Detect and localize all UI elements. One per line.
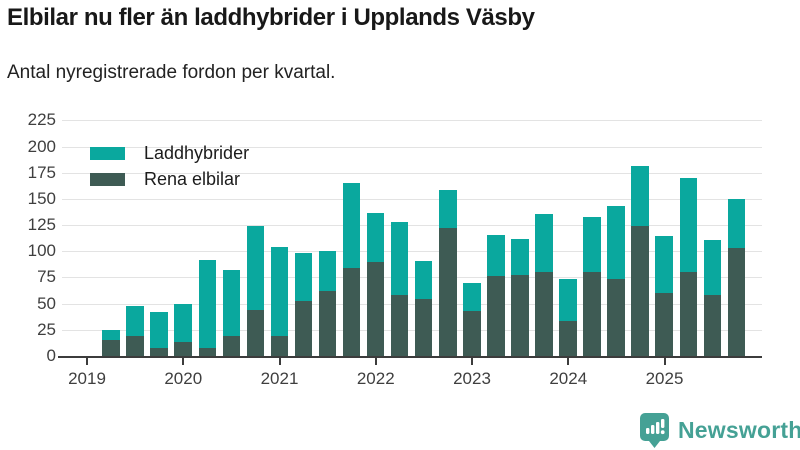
bar-rena-elbilar xyxy=(583,272,601,356)
bar-laddhybrider xyxy=(439,190,457,229)
bar-rena-elbilar xyxy=(247,310,265,356)
rena-elbilar-swatch-icon xyxy=(90,173,125,186)
y-gridline xyxy=(62,120,762,121)
bar-laddhybrider xyxy=(102,330,120,340)
x-tick xyxy=(664,358,666,365)
y-tick-label: 225 xyxy=(0,111,56,129)
y-gridline xyxy=(62,225,762,226)
bar-laddhybrider xyxy=(126,306,144,336)
y-tick-label: 125 xyxy=(0,216,56,234)
x-tick-label: 2019 xyxy=(57,369,117,389)
bar-laddhybrider xyxy=(583,217,601,272)
bar-laddhybrider xyxy=(607,206,625,278)
chart-subtitle: Antal nyregistrerade fordon per kvartal. xyxy=(7,62,787,84)
y-tick-label: 75 xyxy=(0,268,56,286)
bar-rena-elbilar xyxy=(631,226,649,356)
bar-laddhybrider xyxy=(704,240,722,295)
bar-rena-elbilar xyxy=(535,272,553,356)
bar-rena-elbilar xyxy=(319,291,337,356)
bar-laddhybrider xyxy=(655,236,673,294)
x-tick-label: 2025 xyxy=(635,369,695,389)
bar-rena-elbilar xyxy=(415,299,433,356)
bar-rena-elbilar xyxy=(343,268,361,356)
x-tick xyxy=(567,358,569,365)
bar-rena-elbilar xyxy=(463,311,481,356)
chart-legend: Laddhybrider Rena elbilar xyxy=(90,140,249,192)
y-tick-label: 50 xyxy=(0,295,56,313)
bar-laddhybrider xyxy=(680,178,698,272)
bar-laddhybrider xyxy=(367,213,385,262)
bar-rena-elbilar xyxy=(704,295,722,356)
x-tick xyxy=(471,358,473,365)
bar-laddhybrider xyxy=(511,239,529,276)
bar-rena-elbilar xyxy=(439,228,457,356)
bar-rena-elbilar xyxy=(728,248,746,356)
bar-rena-elbilar xyxy=(295,301,313,356)
bar-rena-elbilar xyxy=(102,340,120,356)
bar-laddhybrider xyxy=(223,270,241,336)
legend-label: Rena elbilar xyxy=(144,169,240,190)
x-tick xyxy=(86,358,88,365)
bar-laddhybrider xyxy=(415,261,433,300)
chart-card: Elbilar nu fler än laddhybrider i Upplan… xyxy=(0,0,800,450)
bar-chart-speech-bubble-icon xyxy=(640,413,669,448)
bar-laddhybrider xyxy=(271,247,289,336)
bar-laddhybrider xyxy=(343,183,361,268)
bar-rena-elbilar xyxy=(271,336,289,356)
bar-laddhybrider xyxy=(199,260,217,348)
bar-rena-elbilar xyxy=(607,279,625,356)
bar-rena-elbilar xyxy=(655,293,673,356)
bar-rena-elbilar xyxy=(680,272,698,356)
y-tick-label: 150 xyxy=(0,190,56,208)
bar-rena-elbilar xyxy=(487,276,505,356)
y-tick-label: 0 xyxy=(0,347,56,365)
bar-laddhybrider xyxy=(487,235,505,277)
bar-rena-elbilar xyxy=(223,336,241,356)
bar-rena-elbilar xyxy=(150,348,168,356)
x-tick-label: 2023 xyxy=(442,369,502,389)
bar-laddhybrider xyxy=(391,222,409,295)
bar-laddhybrider xyxy=(295,253,313,300)
x-tick-label: 2024 xyxy=(538,369,598,389)
bar-laddhybrider xyxy=(150,312,168,348)
y-gridline xyxy=(62,199,762,200)
bar-laddhybrider xyxy=(319,251,337,291)
x-axis-line xyxy=(58,356,762,358)
bar-laddhybrider xyxy=(631,166,649,227)
bar-rena-elbilar xyxy=(199,348,217,356)
x-tick-label: 2021 xyxy=(250,369,310,389)
brand-wordmark: Newsworthy xyxy=(678,417,800,444)
x-tick-label: 2020 xyxy=(153,369,213,389)
legend-item-rena-elbilar: Rena elbilar xyxy=(90,166,249,192)
y-tick-label: 175 xyxy=(0,164,56,182)
bar-laddhybrider xyxy=(247,226,265,310)
x-tick xyxy=(182,358,184,365)
x-tick xyxy=(375,358,377,365)
bar-rena-elbilar xyxy=(559,321,577,356)
bar-laddhybrider xyxy=(559,279,577,322)
bar-rena-elbilar xyxy=(511,275,529,356)
bar-rena-elbilar xyxy=(367,262,385,356)
page-title: Elbilar nu fler än laddhybrider i Upplan… xyxy=(7,4,787,32)
x-tick xyxy=(279,358,281,365)
x-tick-label: 2022 xyxy=(346,369,406,389)
y-tick-label: 200 xyxy=(0,138,56,156)
bar-laddhybrider xyxy=(728,199,746,248)
bar-rena-elbilar xyxy=(126,336,144,356)
laddhybrider-swatch-icon xyxy=(90,147,125,160)
bar-rena-elbilar xyxy=(174,342,192,356)
bar-laddhybrider xyxy=(535,214,553,273)
bar-laddhybrider xyxy=(463,283,481,311)
bar-laddhybrider xyxy=(174,304,192,343)
newsworthy-branding: Newsworthy xyxy=(640,413,800,448)
y-tick-label: 25 xyxy=(0,321,56,339)
legend-label: Laddhybrider xyxy=(144,143,249,164)
bar-rena-elbilar xyxy=(391,295,409,356)
y-tick-label: 100 xyxy=(0,242,56,260)
legend-item-laddhybrider: Laddhybrider xyxy=(90,140,249,166)
